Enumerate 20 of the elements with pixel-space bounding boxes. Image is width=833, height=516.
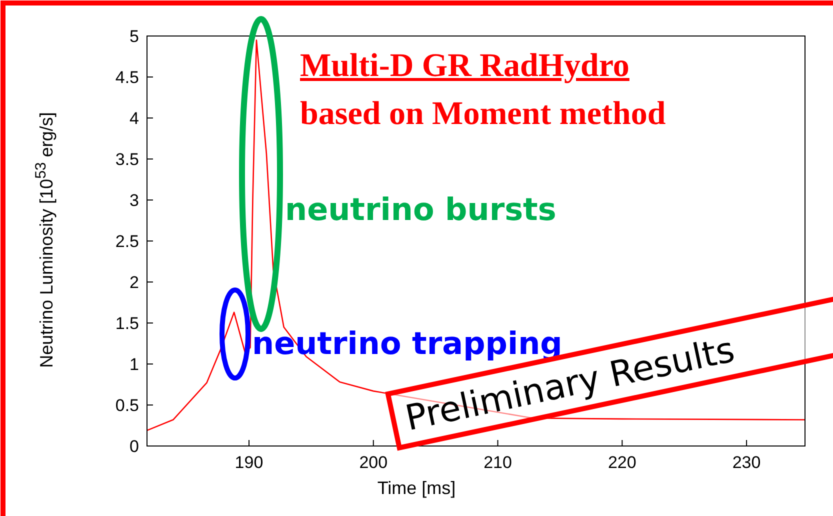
x-tick-label: 200 [359, 453, 388, 472]
y-tick-label: 3 [130, 191, 139, 210]
annotation: neutrino bursts [285, 192, 556, 228]
x-tick-label: 220 [608, 453, 636, 472]
y-tick-label: 1.5 [115, 314, 139, 334]
y-tick-label: 3.5 [115, 150, 139, 170]
y-tick-label: 1 [130, 355, 139, 374]
y-tick-label: 2.5 [115, 232, 139, 252]
y-tick-label: 4 [130, 109, 139, 128]
x-axis-title: Time [ms] [376, 478, 457, 499]
x-tick-label: 190 [234, 453, 264, 472]
y-tick-label: 0.5 [115, 396, 139, 416]
chart-title: Multi-D GR RadHydro [300, 48, 630, 85]
x-tick-label: 230 [732, 453, 761, 472]
y-tick-label: 2 [130, 273, 139, 292]
y-tick-label: 4.5 [115, 68, 139, 88]
y-tick-label: 5 [130, 27, 139, 46]
text: based on Moment method [300, 96, 666, 133]
y-tick-label: 0 [130, 437, 139, 456]
x-tick-label: 210 [484, 453, 512, 472]
